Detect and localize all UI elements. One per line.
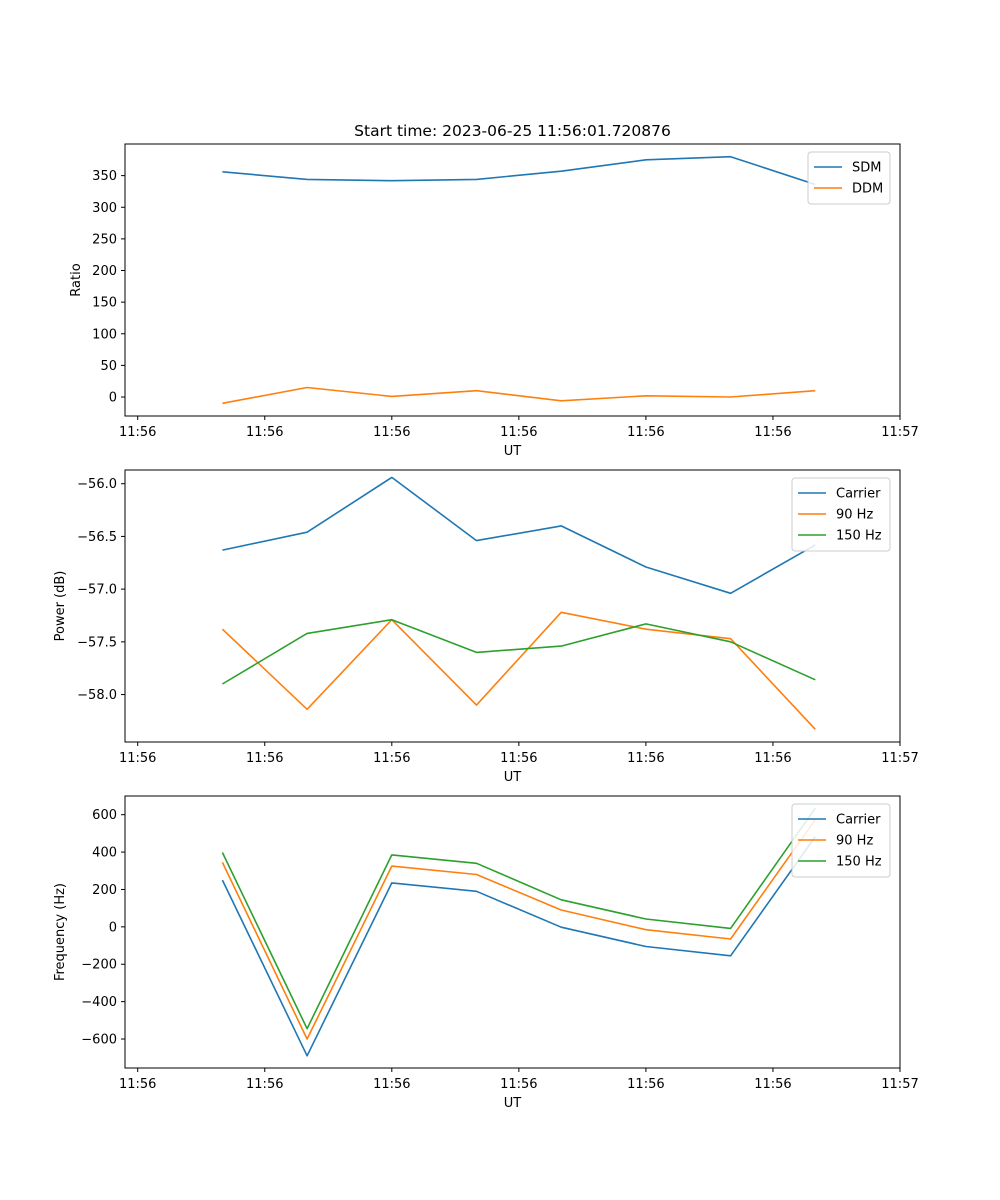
x-tick-label: 11:57 bbox=[881, 751, 918, 766]
x-tick-label: 11:56 bbox=[754, 751, 791, 766]
legend-label: SDM bbox=[852, 161, 881, 176]
y-tick-label: 200 bbox=[92, 883, 117, 898]
series-line-90-hz bbox=[221, 819, 816, 1040]
x-tick-label: 11:56 bbox=[246, 1077, 283, 1092]
y-tick-label: 350 bbox=[92, 169, 117, 184]
legend-label: 150 Hz bbox=[836, 529, 882, 544]
x-tick-label: 11:56 bbox=[500, 1077, 537, 1092]
figure-title: Start time: 2023-06-25 11:56:01.720876 bbox=[354, 122, 671, 140]
series-line-carrier bbox=[221, 836, 816, 1057]
legend-frame bbox=[791, 803, 891, 878]
legend-frame bbox=[791, 477, 891, 552]
subplots: 11:56 11:56 11:56 11:56 11:56 11:56 11:57 UT 0 50… bbox=[53, 143, 919, 1111]
y-tick-label: −56.0 bbox=[77, 477, 117, 492]
series-line-carrier bbox=[222, 476, 816, 595]
legend-label: Carrier bbox=[836, 813, 881, 828]
y-tick-label: −400 bbox=[81, 995, 117, 1010]
y-tick-label: −200 bbox=[81, 958, 117, 973]
y-tick-label: 150 bbox=[92, 296, 117, 311]
x-tick-label: 11:57 bbox=[881, 1077, 918, 1092]
x-tick-label: 11:56 bbox=[119, 425, 156, 440]
subplot-3: 11:56 11:56 11:56 11:56 11:56 11:56 11:57 UT −60… bbox=[53, 795, 919, 1111]
x-tick-label: 11:56 bbox=[500, 751, 537, 766]
series-line-sdm bbox=[222, 155, 816, 186]
x-axis-label: UT bbox=[504, 1096, 522, 1111]
legend-label: Carrier bbox=[836, 487, 881, 502]
subplot-1: 11:56 11:56 11:56 11:56 11:56 11:56 11:57 UT 0 50… bbox=[69, 143, 919, 459]
x-tick-label: 11:56 bbox=[754, 1077, 791, 1092]
axes-frame bbox=[124, 795, 901, 1069]
y-tick-label: 600 bbox=[92, 808, 117, 823]
y-tick-label: 400 bbox=[92, 846, 117, 861]
x-tick-label: 11:56 bbox=[119, 751, 156, 766]
legend-frame bbox=[807, 151, 891, 205]
y-axis-label: Frequency (Hz) bbox=[53, 883, 68, 981]
y-tick-label: −57.5 bbox=[77, 635, 117, 650]
x-tick-label: 11:56 bbox=[373, 425, 410, 440]
x-tick-label: 11:57 bbox=[881, 425, 918, 440]
x-tick-label: 11:56 bbox=[627, 1077, 664, 1092]
legend-label: DDM bbox=[852, 182, 883, 197]
y-axis-label: Power (dB) bbox=[53, 571, 68, 642]
y-tick-label: 200 bbox=[92, 264, 117, 279]
x-tick-label: 11:56 bbox=[246, 751, 283, 766]
x-tick-label: 11:56 bbox=[119, 1077, 156, 1092]
axes-frame bbox=[124, 469, 901, 743]
y-axis-label: Ratio bbox=[69, 263, 84, 296]
axes-frame bbox=[124, 143, 901, 417]
subplot-2: 11:56 11:56 11:56 11:56 11:56 11:56 11:57 UT −58… bbox=[53, 469, 919, 785]
legend: Carrier 90 Hz 150 Hz bbox=[791, 477, 891, 552]
y-tick-label: 0 bbox=[109, 920, 117, 935]
x-tick-label: 11:56 bbox=[246, 425, 283, 440]
y-tick-label: 300 bbox=[92, 201, 117, 216]
legend-label: 150 Hz bbox=[836, 855, 882, 870]
legend: Carrier 90 Hz 150 Hz bbox=[791, 803, 891, 878]
y-tick-label: 250 bbox=[92, 232, 117, 247]
legend-label: 90 Hz bbox=[836, 508, 873, 523]
x-tick-label: 11:56 bbox=[500, 425, 537, 440]
series-line-150-hz bbox=[221, 618, 816, 685]
y-tick-label: 50 bbox=[100, 359, 117, 374]
x-tick-label: 11:56 bbox=[627, 751, 664, 766]
legend: SDM DDM bbox=[807, 151, 891, 205]
series-line-150-hz bbox=[221, 807, 816, 1030]
series-line-90-hz bbox=[221, 611, 816, 730]
y-tick-label: −57.0 bbox=[77, 583, 117, 598]
y-tick-label: −58.0 bbox=[77, 688, 117, 703]
x-tick-label: 11:56 bbox=[754, 425, 791, 440]
x-tick-label: 11:56 bbox=[373, 1077, 410, 1092]
x-tick-label: 11:56 bbox=[373, 751, 410, 766]
x-axis-label: UT bbox=[504, 444, 522, 459]
legend-label: 90 Hz bbox=[836, 834, 873, 849]
x-tick-label: 11:56 bbox=[627, 425, 664, 440]
series-line-ddm bbox=[222, 386, 816, 405]
y-tick-label: −600 bbox=[81, 1033, 117, 1048]
y-tick-label: −56.5 bbox=[77, 530, 117, 545]
y-tick-label: 0 bbox=[109, 391, 117, 406]
x-axis-label: UT bbox=[504, 770, 522, 785]
y-tick-label: 100 bbox=[92, 327, 117, 342]
